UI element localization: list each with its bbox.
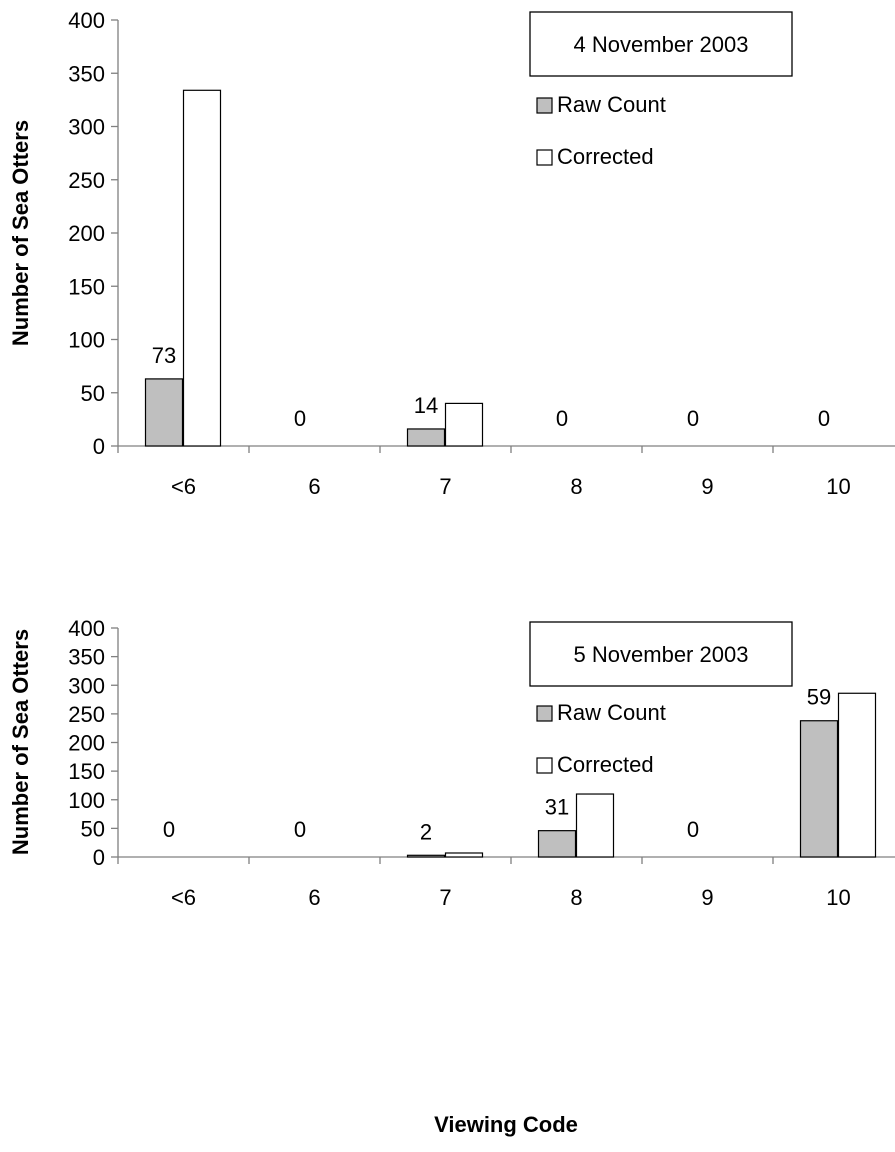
legend-swatch-raw-count <box>536 705 553 722</box>
y-tick-label: 200 <box>68 731 105 756</box>
data-label: 0 <box>294 406 306 431</box>
bar-raw-count <box>406 854 446 858</box>
y-tick-label: 50 <box>81 816 105 841</box>
y-tick-label: 100 <box>68 328 105 353</box>
x-tick-label: 6 <box>308 474 320 499</box>
data-label: 31 <box>545 795 569 820</box>
x-tick-label: <6 <box>171 474 196 499</box>
y-tick-label: 150 <box>68 274 105 299</box>
data-label: 2 <box>420 819 432 844</box>
data-label: 0 <box>687 406 699 431</box>
bar-corrected <box>444 852 484 858</box>
y-tick-label: 100 <box>68 788 105 813</box>
legend-swatch-corrected <box>536 757 553 774</box>
data-label: 14 <box>414 393 438 418</box>
y-tick-label: 350 <box>68 61 105 86</box>
data-label: 0 <box>687 817 699 842</box>
x-tick-label: 9 <box>701 474 713 499</box>
chart-title-box <box>529 11 793 77</box>
x-tick-label: 7 <box>439 474 451 499</box>
bar-corrected <box>182 89 222 447</box>
data-label: 0 <box>163 817 175 842</box>
x-axis-title: Viewing Code <box>434 1112 578 1137</box>
data-label: 73 <box>152 343 176 368</box>
x-tick-label: 8 <box>570 474 582 499</box>
chart-title: 5 November 2003 <box>574 642 749 667</box>
x-tick-label: 6 <box>308 885 320 910</box>
bar-corrected <box>444 402 484 447</box>
legend-swatch-raw-count <box>536 97 553 114</box>
y-tick-label: 200 <box>68 221 105 246</box>
bar-corrected <box>575 793 615 858</box>
y-axis-title: Number of Sea Otters <box>8 120 33 346</box>
legend-swatch-corrected <box>536 149 553 166</box>
x-tick-label: 7 <box>439 885 451 910</box>
bar-raw-count <box>799 720 839 858</box>
y-tick-label: 50 <box>81 381 105 406</box>
bar-corrected <box>837 692 877 858</box>
x-tick-label: 10 <box>826 474 850 499</box>
bar-raw-count <box>537 830 577 858</box>
y-tick-label: 250 <box>68 168 105 193</box>
chart-title: 4 November 2003 <box>574 32 749 57</box>
legend-label-corrected: Corrected <box>557 144 654 169</box>
y-tick-label: 300 <box>68 673 105 698</box>
y-tick-label: 0 <box>93 434 105 459</box>
y-axis-title: Number of Sea Otters <box>8 629 33 855</box>
data-label: 59 <box>807 685 831 710</box>
y-tick-label: 300 <box>68 115 105 140</box>
x-tick-label: 10 <box>826 885 850 910</box>
y-tick-label: 400 <box>68 616 105 641</box>
data-label: 0 <box>556 406 568 431</box>
data-label: 0 <box>818 406 830 431</box>
x-tick-label: 8 <box>570 885 582 910</box>
y-tick-label: 150 <box>68 759 105 784</box>
y-tick-label: 350 <box>68 645 105 670</box>
y-tick-label: 400 <box>68 8 105 33</box>
x-tick-label: <6 <box>171 885 196 910</box>
y-tick-label: 0 <box>93 845 105 870</box>
bar-raw-count <box>144 378 184 447</box>
legend-label-raw-count: Raw Count <box>557 700 666 725</box>
chart-panel-4-november: 0 50 100 150 200 250 300 350 400 <6 6 7 8 9 10 73 0 14 0 0 0… <box>8 8 895 499</box>
legend-label-raw-count: Raw Count <box>557 92 666 117</box>
data-label: 0 <box>294 817 306 842</box>
y-tick-label: 250 <box>68 702 105 727</box>
legend-label-corrected: Corrected <box>557 752 654 777</box>
bar-raw-count <box>406 428 446 447</box>
chart-title-box <box>529 621 793 687</box>
x-tick-label: 9 <box>701 885 713 910</box>
